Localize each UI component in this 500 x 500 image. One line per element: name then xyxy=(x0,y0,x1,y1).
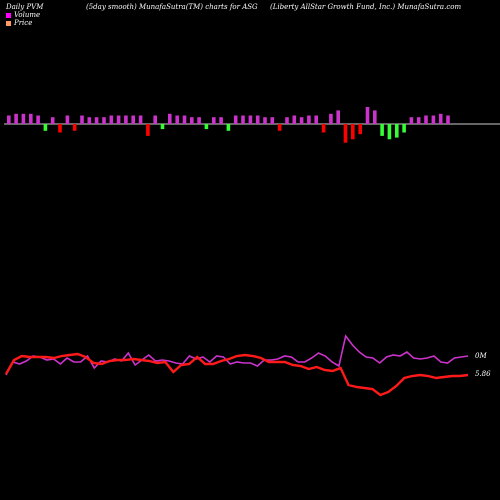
volume-bar xyxy=(58,124,62,133)
volume-bar xyxy=(416,117,421,124)
price-tag: 5.86 xyxy=(475,370,491,378)
volume-bar xyxy=(395,124,399,138)
chart-title-left: Daily PVM xyxy=(6,3,44,11)
legend-volume-swatch xyxy=(6,12,11,18)
volume-bar xyxy=(387,124,392,140)
chart-title-right: (Liberty AllStar Growth Fund, Inc.) Muna… xyxy=(270,3,462,11)
volume-bar xyxy=(343,124,348,143)
volume-bar xyxy=(29,113,33,124)
volume-bar xyxy=(336,110,340,124)
legend-price-swatch xyxy=(6,20,11,26)
legend-volume: Volume xyxy=(6,11,40,19)
volume-bar xyxy=(233,115,238,124)
volume-bar xyxy=(109,115,114,124)
volume-bar xyxy=(94,117,99,124)
volume-bar xyxy=(190,117,194,124)
volume-bar xyxy=(255,115,260,124)
volume-bar xyxy=(299,117,304,124)
volume-bar xyxy=(72,124,77,131)
volume-bar xyxy=(358,124,362,135)
chart-title-center: (5day smooth) MunafaSutra(TM) charts for… xyxy=(86,3,258,11)
volume-bar xyxy=(446,115,450,124)
volume-bar xyxy=(65,115,70,124)
volume-bar xyxy=(373,110,377,124)
volume-bar xyxy=(131,115,135,124)
volume-bar xyxy=(182,115,187,124)
volume-bar xyxy=(168,113,172,124)
volume-bar xyxy=(270,117,275,124)
volume-bar xyxy=(153,115,157,124)
volume-bar xyxy=(248,115,253,124)
volume-bar xyxy=(175,115,179,124)
volume-bar xyxy=(160,124,165,130)
volume-bar xyxy=(329,113,333,124)
legend-volume-label: Volume xyxy=(14,11,41,19)
volume-bar xyxy=(380,124,384,136)
legend-price-label: Price xyxy=(14,19,33,27)
volume-bar xyxy=(197,117,201,124)
volume-tag: 0M xyxy=(475,352,487,360)
volume-bar xyxy=(285,117,289,124)
price-line xyxy=(4,352,469,397)
volume-bar xyxy=(292,115,297,124)
volume-bar xyxy=(80,115,84,124)
volume-bar xyxy=(21,113,26,124)
volume-line xyxy=(5,334,469,376)
volume-bar xyxy=(50,117,55,124)
volume-bar xyxy=(7,115,11,124)
volume-bar xyxy=(365,107,370,124)
volume-bar xyxy=(263,117,267,124)
volume-bar xyxy=(314,115,318,124)
volume-bar xyxy=(14,113,18,124)
volume-bar xyxy=(424,115,428,124)
legend-price: Price xyxy=(6,19,32,27)
volume-bar xyxy=(438,113,443,124)
volume-bar xyxy=(138,115,143,124)
volume-bar xyxy=(351,124,355,140)
volume-bar xyxy=(87,117,92,124)
volume-bar xyxy=(212,117,216,124)
volume-bar xyxy=(102,117,106,124)
volume-bar xyxy=(124,115,128,124)
volume-bars xyxy=(7,107,450,143)
volume-bar xyxy=(116,115,121,124)
volume-bar xyxy=(146,124,150,136)
volume-bar xyxy=(36,115,40,124)
volume-bar xyxy=(219,117,223,124)
volume-bar xyxy=(321,124,326,133)
volume-bar xyxy=(241,115,245,124)
volume-bar xyxy=(204,124,209,130)
volume-bar xyxy=(226,124,231,131)
volume-bar xyxy=(431,115,436,124)
volume-bar xyxy=(402,124,406,133)
volume-bar xyxy=(307,115,311,124)
volume-bar xyxy=(43,124,48,131)
volume-bar xyxy=(409,117,414,124)
volume-bar xyxy=(277,124,282,131)
